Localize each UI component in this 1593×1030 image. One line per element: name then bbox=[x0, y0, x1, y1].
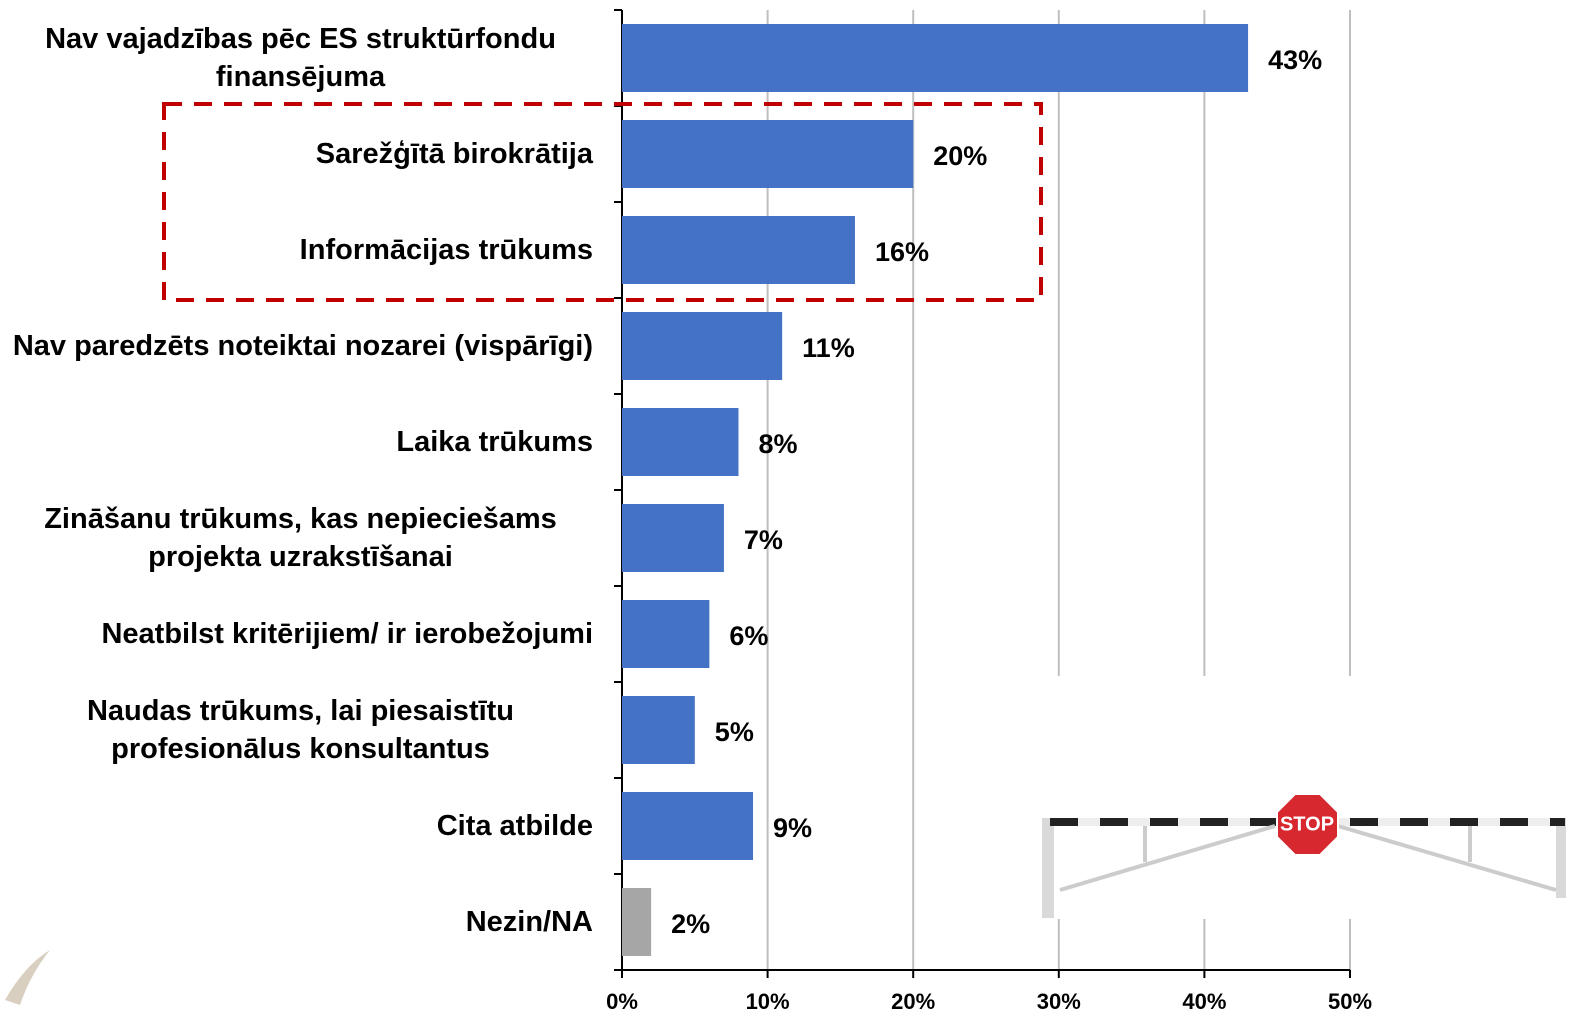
x-tick-label: 50% bbox=[1328, 989, 1372, 1014]
bar bbox=[622, 120, 913, 188]
barrier-image: STOP bbox=[1040, 676, 1570, 919]
stop-sign-text: STOP bbox=[1280, 813, 1334, 835]
bar bbox=[622, 696, 695, 764]
bar bbox=[622, 312, 782, 380]
value-label: 8% bbox=[758, 429, 797, 459]
bar bbox=[622, 792, 753, 860]
x-tick-label: 40% bbox=[1182, 989, 1226, 1014]
category-label: Nav paredzēts noteiktai nozarei (vispārī… bbox=[13, 327, 593, 365]
category-label: Cita atbilde bbox=[437, 807, 593, 845]
value-label: 5% bbox=[715, 717, 754, 747]
bar bbox=[622, 408, 738, 476]
bar bbox=[622, 24, 1248, 92]
value-label: 11% bbox=[802, 333, 855, 363]
x-tick-label: 20% bbox=[891, 989, 935, 1014]
x-tick-label: 30% bbox=[1037, 989, 1081, 1014]
decoration bbox=[5, 950, 50, 1005]
category-label: Neatbilst kritērijiem/ ir ierobežojumi bbox=[101, 615, 593, 653]
category-label: Laika trūkums bbox=[396, 423, 593, 461]
page: 0% 10% 20% 30% 40% 50% 43% 20% 16% 11% 8% 7% 6% 5% 9%… bbox=[0, 0, 1593, 1030]
category-label: Informācijas trūkums bbox=[300, 231, 593, 269]
bar bbox=[622, 504, 724, 572]
value-label: 7% bbox=[744, 525, 783, 555]
bar bbox=[622, 216, 855, 284]
value-label: 16% bbox=[875, 237, 929, 267]
bar bbox=[622, 888, 651, 956]
x-tick-label: 0% bbox=[606, 989, 638, 1014]
category-label: Nav vajadzības pēc ES struktūrfondu fina… bbox=[8, 20, 593, 96]
category-label: Sarežģītā birokrātija bbox=[316, 135, 593, 173]
value-label: 2% bbox=[671, 909, 710, 939]
value-label: 9% bbox=[773, 813, 812, 843]
value-label: 6% bbox=[729, 621, 768, 651]
value-label: 20% bbox=[933, 141, 987, 171]
value-label: 43% bbox=[1268, 45, 1322, 75]
category-label: Nezin/NA bbox=[466, 903, 593, 941]
category-label: Naudas trūkums, lai piesaistītu profesio… bbox=[8, 692, 593, 768]
bar bbox=[622, 600, 709, 668]
category-label: Zināšanu trūkums, kas nepieciešams proje… bbox=[8, 500, 593, 576]
x-tick-label: 10% bbox=[746, 989, 790, 1014]
